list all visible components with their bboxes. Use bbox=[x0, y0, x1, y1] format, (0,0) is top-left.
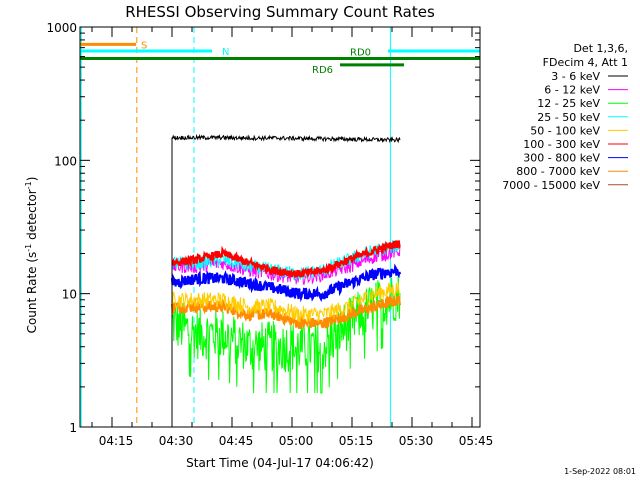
chart-title: RHESSI Observing Summary Count Rates bbox=[125, 3, 435, 21]
legend-label: 800 - 7000 keV bbox=[516, 165, 600, 178]
legend-label: 100 - 300 keV bbox=[523, 138, 600, 151]
legend-label: 25 - 50 keV bbox=[537, 111, 600, 124]
x-tick-label: 05:45 bbox=[459, 434, 494, 448]
timestamp: 1-Sep-2022 08:01 bbox=[564, 467, 636, 476]
series-line bbox=[171, 133, 401, 144]
x-tick-label: 05:15 bbox=[339, 434, 374, 448]
y-axis-label: Count Rate (s-1 detector-1) bbox=[24, 177, 39, 334]
legend-header-line-2: FDecim 4, Att 1 bbox=[543, 56, 628, 69]
series-line bbox=[171, 240, 401, 279]
y-axis-label-part: detector bbox=[25, 189, 39, 244]
x-tick-label: 05:00 bbox=[279, 434, 314, 448]
y-axis-label-sup: -1 bbox=[24, 181, 33, 189]
y-tick-label: 10 bbox=[62, 288, 77, 302]
x-tick-label: 05:30 bbox=[399, 434, 434, 448]
y-tick-label: 1 bbox=[69, 421, 77, 435]
x-tick-label: 04:30 bbox=[159, 434, 194, 448]
x-tick-label: 04:45 bbox=[219, 434, 254, 448]
legend-label: 300 - 800 keV bbox=[523, 152, 600, 165]
legend-header-line-1: Det 1,3,6, bbox=[573, 42, 628, 55]
y-axis-label-part: Count Rate (s bbox=[25, 252, 39, 334]
series-line bbox=[171, 282, 401, 323]
series-line bbox=[170, 293, 402, 330]
flag-label: S bbox=[141, 40, 147, 51]
y-axis-label-sup: -1 bbox=[24, 244, 33, 252]
series-line bbox=[171, 273, 401, 394]
series-line bbox=[170, 263, 402, 303]
flag-label: RD0 bbox=[350, 48, 371, 59]
legend-label: 50 - 100 keV bbox=[530, 124, 600, 137]
legend-label: 7000 - 15000 keV bbox=[502, 179, 600, 192]
flag-label: N bbox=[222, 47, 229, 58]
y-axis-label-part: ) bbox=[25, 177, 39, 182]
legend-label: 6 - 12 keV bbox=[544, 84, 600, 97]
legend-label: 3 - 6 keV bbox=[551, 70, 600, 83]
x-axis-label: Start Time (04-Jul-17 04:06:42) bbox=[186, 456, 374, 470]
y-tick-label: 1000 bbox=[46, 21, 77, 35]
x-tick-label: 04:15 bbox=[99, 434, 134, 448]
y-tick-label: 100 bbox=[54, 154, 77, 168]
flag-label: RD6 bbox=[312, 65, 333, 76]
legend-label: 12 - 25 keV bbox=[537, 97, 600, 110]
plot-area: S N RD0 RD6 1 10 100 1000 04:15 04:30 04:45 05:00 05… bbox=[46, 21, 493, 448]
plot-frame bbox=[79, 26, 481, 428]
